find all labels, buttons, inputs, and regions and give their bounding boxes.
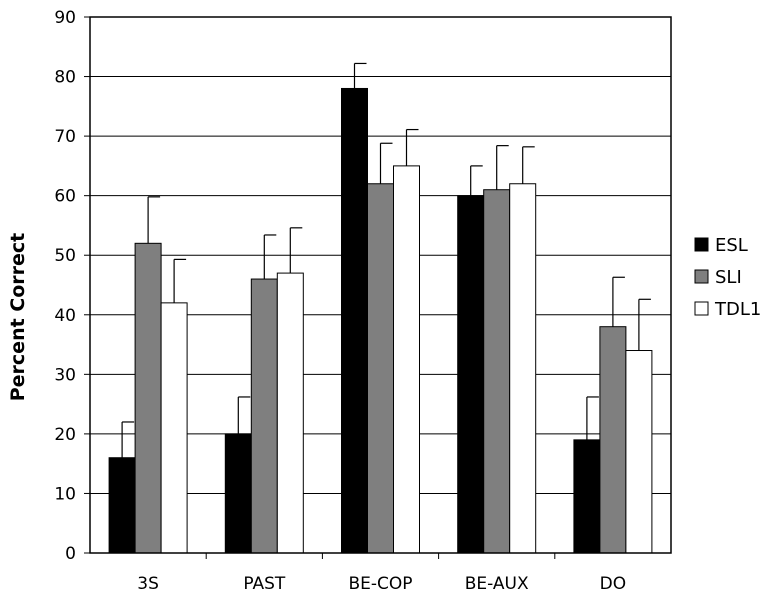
x-tick-label: DO bbox=[600, 574, 626, 594]
y-tick-label: 80 bbox=[54, 68, 76, 88]
bar-esl-be-cop bbox=[341, 87, 368, 554]
bar-sli-3s bbox=[134, 242, 162, 554]
y-tick-label: 30 bbox=[54, 365, 76, 385]
legend-label-tdl1: TDL1 bbox=[714, 299, 761, 320]
bar-sli-be-cop bbox=[367, 183, 394, 554]
legend-swatch-esl bbox=[694, 237, 709, 252]
bar-sli-do bbox=[599, 326, 627, 554]
legend: ESL SLI TDL1 bbox=[694, 235, 761, 320]
error-bars bbox=[121, 62, 651, 458]
x-tick-label: BE-AUX bbox=[465, 574, 529, 594]
y-axis-title: Percent Correct bbox=[7, 233, 29, 402]
y-tick-label: 40 bbox=[54, 306, 76, 326]
bar-esl-3s bbox=[108, 457, 136, 554]
legend-swatch-sli bbox=[694, 269, 709, 284]
x-tick-labels: 3S PAST BE-COP BE-AUX DO bbox=[137, 574, 626, 594]
bars bbox=[108, 87, 653, 554]
y-tick-label: 90 bbox=[54, 8, 76, 28]
legend-label-esl: ESL bbox=[715, 235, 748, 256]
bar-sli-be-aux bbox=[483, 189, 511, 554]
y-tick-label: 60 bbox=[54, 187, 76, 207]
bar-tdl1-be-cop bbox=[393, 165, 420, 554]
legend-label-sli: SLI bbox=[715, 267, 742, 288]
x-tick-label: 3S bbox=[137, 574, 159, 594]
y-tick-label: 50 bbox=[54, 246, 76, 266]
x-tick-label: BE-COP bbox=[348, 574, 412, 594]
y-tick-label: 10 bbox=[54, 484, 76, 504]
legend-swatch-tdl1 bbox=[694, 301, 709, 316]
x-tick-label: PAST bbox=[243, 574, 286, 594]
bar-esl-be-aux bbox=[457, 195, 485, 554]
bar-tdl1-do bbox=[625, 350, 653, 554]
axes bbox=[84, 16, 672, 559]
bar-tdl1-be-aux bbox=[509, 183, 537, 554]
y-tick-labels: 0 10 20 30 40 50 60 70 80 90 bbox=[54, 8, 76, 564]
y-tick-label: 70 bbox=[54, 127, 76, 147]
bar-tdl1-3s bbox=[160, 302, 188, 554]
bar-esl-do bbox=[573, 439, 601, 554]
bar-esl-past bbox=[224, 433, 252, 554]
bar-sli-past bbox=[250, 278, 278, 554]
y-tick-label: 0 bbox=[65, 544, 76, 564]
y-tick-label: 20 bbox=[54, 425, 76, 445]
bar-tdl1-past bbox=[276, 272, 304, 554]
plot-frame bbox=[89, 16, 672, 554]
